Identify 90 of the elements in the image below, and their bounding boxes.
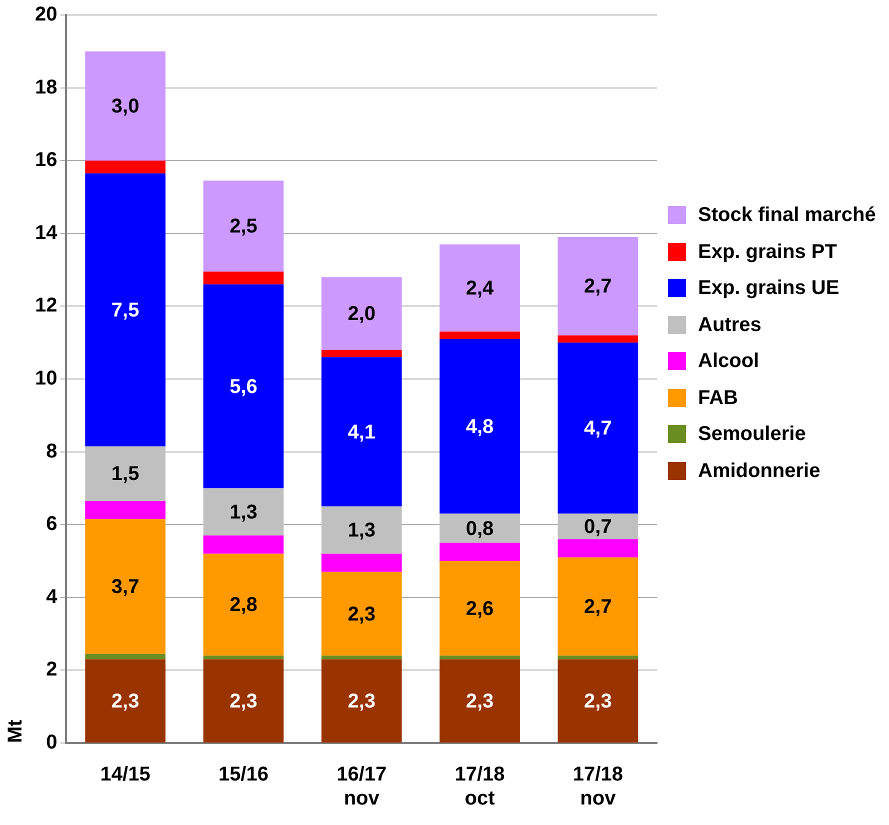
data-label: 2,3 xyxy=(111,690,140,712)
x-tick-label: 17/18 nov xyxy=(572,764,623,810)
bar xyxy=(440,561,520,656)
bar xyxy=(321,350,402,358)
bar xyxy=(321,554,402,572)
bar xyxy=(85,446,166,501)
data-label: 2,6 xyxy=(466,598,494,620)
bar xyxy=(440,338,520,514)
bar xyxy=(85,173,166,446)
bar xyxy=(85,659,166,742)
legend-label: Autres xyxy=(698,314,762,336)
bar xyxy=(85,51,166,161)
bar xyxy=(321,572,402,656)
data-label: 4,7 xyxy=(584,418,612,440)
data-label: 3,7 xyxy=(111,576,140,598)
legend-label: Alcool xyxy=(698,350,760,372)
y-axis-title: Mt xyxy=(4,719,27,743)
data-label: 3,0 xyxy=(111,96,140,118)
y-tick-label: 6 xyxy=(46,513,58,536)
bar xyxy=(558,557,638,656)
bar xyxy=(440,514,520,543)
bar xyxy=(85,500,166,520)
bar xyxy=(321,656,402,660)
bar xyxy=(203,488,284,536)
bar xyxy=(85,654,166,660)
data-label: 2,3 xyxy=(230,690,258,712)
bar xyxy=(440,656,520,660)
legend-label: Stock final marché xyxy=(698,204,876,226)
bar xyxy=(440,244,520,332)
data-label: 1,3 xyxy=(230,501,258,524)
data-label: 0,7 xyxy=(584,516,612,538)
bar xyxy=(558,237,638,336)
legend-label: Exp. grains PT xyxy=(698,240,837,262)
bar xyxy=(85,160,166,174)
legend-label: Semoulerie xyxy=(698,423,806,445)
y-tick-label: 10 xyxy=(34,368,58,390)
data-label: 5,6 xyxy=(230,376,258,398)
legend-label: FAB xyxy=(698,386,738,408)
data-label: 1,3 xyxy=(348,520,376,542)
y-tick-label: 12 xyxy=(34,294,58,317)
data-label: 2,0 xyxy=(348,302,376,325)
bar xyxy=(321,659,402,742)
bar xyxy=(558,342,638,514)
bar xyxy=(321,277,402,350)
bar xyxy=(203,536,284,554)
bar xyxy=(203,284,284,488)
bar xyxy=(203,554,284,656)
data-label: 2,7 xyxy=(584,276,612,298)
y-tick-label: 20 xyxy=(34,4,58,26)
data-label: 0,8 xyxy=(466,518,494,540)
data-label: 2,3 xyxy=(584,690,612,712)
data-label: 4,8 xyxy=(466,416,494,438)
y-tick-label: 2 xyxy=(46,658,58,681)
bar xyxy=(440,542,520,561)
y-tick-label: 8 xyxy=(46,440,58,462)
bar xyxy=(85,519,166,654)
bar xyxy=(203,659,284,742)
bar xyxy=(558,335,638,343)
bar xyxy=(321,357,402,506)
data-label: 2,3 xyxy=(348,603,376,626)
bar xyxy=(440,659,520,742)
y-tick-label: 16 xyxy=(34,149,58,172)
x-tick-label: 17/18 oct xyxy=(454,764,505,810)
bar xyxy=(558,659,638,742)
data-label: 2,8 xyxy=(230,594,258,616)
data-label: 7,5 xyxy=(111,299,140,322)
bar xyxy=(440,332,520,339)
y-tick-label: 18 xyxy=(34,76,58,98)
x-tick-label: 14/15 xyxy=(100,764,150,786)
x-tick-label: 16/17 nov xyxy=(336,764,387,810)
data-label: 4,1 xyxy=(348,421,376,444)
bar xyxy=(203,656,284,660)
y-tick-label: 4 xyxy=(46,586,58,608)
bar xyxy=(558,539,638,558)
legend-label: Amidonnerie xyxy=(698,460,820,482)
data-label: 2,5 xyxy=(230,216,258,238)
x-tick-label: 15/16 xyxy=(218,764,269,786)
legend-label: Exp. grains UE xyxy=(698,277,840,299)
y-tick-label: 0 xyxy=(46,732,58,754)
bar xyxy=(558,514,638,540)
data-label: 1,5 xyxy=(111,463,140,486)
bar xyxy=(558,656,638,660)
data-label: 2,7 xyxy=(584,596,612,618)
data-label: 2,4 xyxy=(466,278,495,300)
bar xyxy=(321,506,402,554)
y-tick-label: 14 xyxy=(34,222,58,244)
bar xyxy=(203,272,284,284)
data-label: 2,3 xyxy=(348,690,376,712)
data-label: 2,3 xyxy=(466,690,494,712)
bar xyxy=(203,180,284,272)
